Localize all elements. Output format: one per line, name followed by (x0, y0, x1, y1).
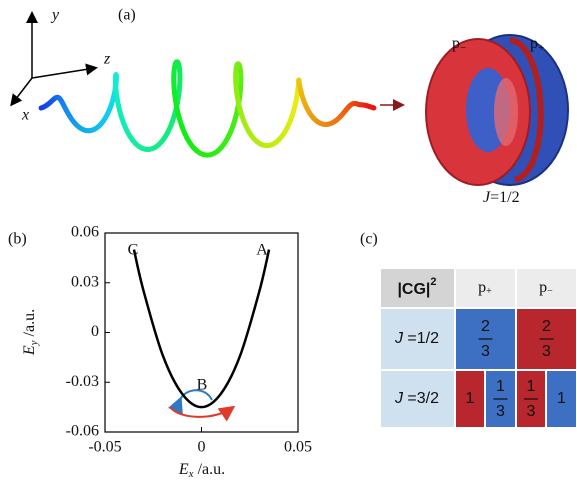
cell-numerator: 1 (496, 378, 505, 395)
helix (41, 62, 374, 155)
x-tick-label: 0.05 (284, 439, 312, 456)
axis-label: Ex /a.u. (178, 461, 225, 480)
axis-arrow (12, 78, 32, 104)
y-tick-label: 0 (91, 323, 99, 340)
y-tick-label: 0.06 (71, 224, 99, 241)
orbital-label: p (452, 35, 460, 52)
orbital-label: p− (452, 35, 466, 54)
panel-label: (b) (8, 231, 27, 248)
axis-label: Ey /a.u. (21, 309, 40, 356)
cell-denominator: 3 (496, 403, 505, 420)
orbital-subscript: + (538, 42, 544, 54)
orbital-label: p+ (530, 35, 544, 54)
axis-label: y (50, 7, 60, 24)
panel-label: (c) (360, 231, 378, 248)
cell-value: 1 (557, 390, 566, 407)
header-text: p (478, 279, 486, 296)
cell-numerator: 1 (527, 378, 536, 395)
cell-denominator: 3 (481, 343, 490, 360)
orbital-subscript: − (460, 42, 466, 54)
panel-label: (a) (118, 7, 136, 24)
panel-a: y z x (a) p− p+ J=1/2 (12, 7, 568, 206)
cell-numerator: 2 (481, 318, 490, 335)
y-tick-label: -0.06 (66, 423, 99, 440)
axis-unit: /a.u. (194, 461, 226, 478)
y-tick-label: 0.03 (71, 273, 99, 290)
orbital-label: p (530, 35, 538, 52)
cell-numerator: 2 (542, 318, 551, 335)
plot-frame (105, 233, 298, 432)
header-superscript: 2 (430, 276, 436, 288)
panel-b: (b) -0.05 0 0.05 0.06 0.03 0 -0.03 -0.06 C A B Ex /… (8, 224, 312, 480)
axis-symbol: E (21, 345, 38, 356)
annotation: C (128, 242, 139, 259)
cell-denominator: 3 (527, 403, 536, 420)
annotation: B (197, 377, 208, 394)
cell-value: 1 (466, 390, 475, 407)
arrow-red (170, 407, 232, 417)
x-tick-label: -0.05 (88, 439, 121, 456)
axis-label: x (21, 107, 29, 124)
row-label: J =3/2 (394, 390, 439, 407)
caption: J=1/2 (483, 189, 520, 206)
header-subscript: − (547, 286, 553, 297)
cell-denominator: 3 (542, 343, 551, 360)
y-tick-label: -0.03 (66, 373, 99, 390)
axis-unit: /a.u. (21, 309, 38, 341)
header-subscript: + (486, 286, 492, 297)
highlight (494, 78, 518, 146)
row-value: =3/2 (403, 390, 439, 407)
axis-arrow (32, 68, 95, 78)
figure: y z x (a) p− p+ J=1/2 (b) -0.0500.050.06… (0, 0, 577, 488)
header-text: p (539, 279, 547, 296)
row-value: =1/2 (403, 330, 439, 347)
header-text: |CG| (397, 281, 430, 298)
axis-symbol: E (178, 461, 189, 478)
caption-value: =1/2 (490, 189, 519, 206)
x-tick-label: 0 (198, 439, 206, 456)
axis-label: z (103, 51, 111, 68)
row-label: J =1/2 (394, 330, 439, 347)
annotation: A (256, 242, 268, 259)
